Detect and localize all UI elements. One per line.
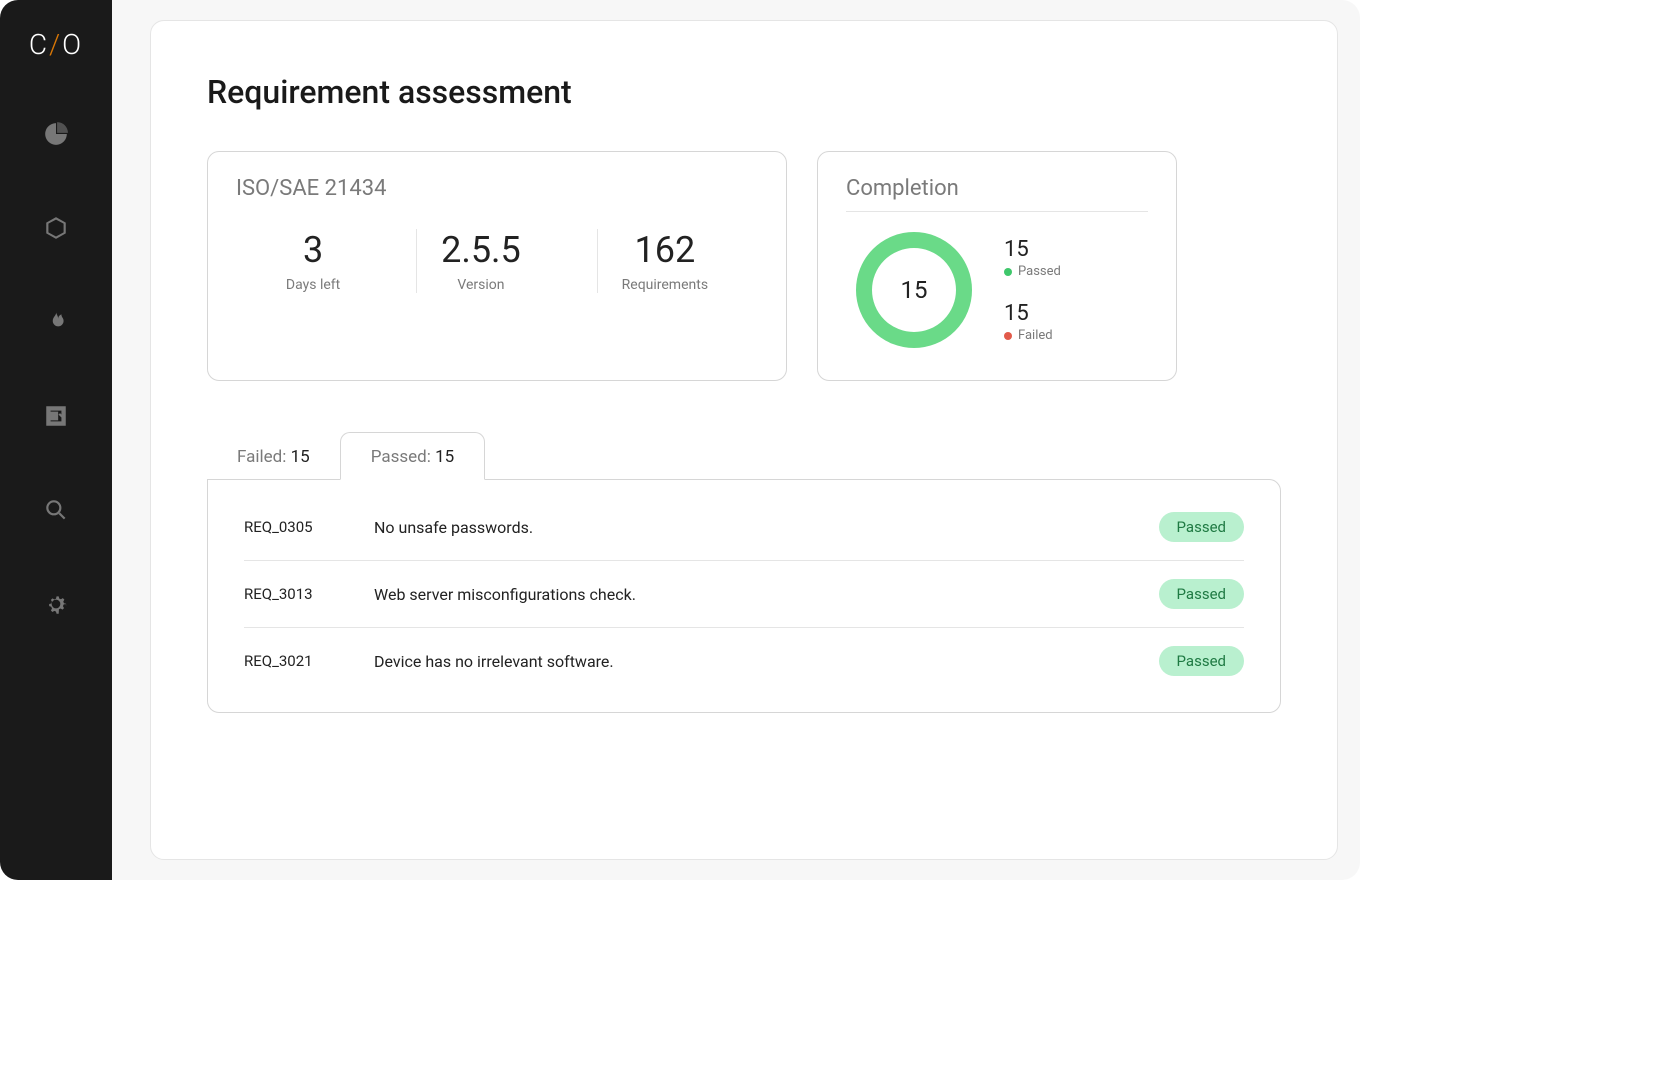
legend-label: Failed [1004, 328, 1061, 343]
legend-label-text: Passed [1018, 264, 1061, 279]
legend-label-text: Failed [1018, 328, 1053, 343]
completion-panel: Completion 15 15 [817, 151, 1177, 381]
tab-count: 15 [291, 447, 310, 467]
iso-stats: 3 Days left 2.5.5 Version 162 Requiremen… [236, 229, 758, 293]
cube-icon[interactable] [43, 215, 69, 241]
legend-passed: 15 Passed [1004, 237, 1061, 279]
stat-label: Version [441, 277, 521, 293]
table-row[interactable]: REQ_3013 Web server misconfigurations ch… [244, 561, 1244, 628]
legend-value: 15 [1004, 301, 1061, 326]
iso-panel: ISO/SAE 21434 3 Days left 2.5.5 Version … [207, 151, 787, 381]
stat-value: 2.5.5 [441, 229, 521, 271]
legend-failed: 15 Failed [1004, 301, 1061, 343]
tab-label: Failed: [237, 447, 286, 467]
logo: C/O [29, 28, 83, 61]
ring-value: 15 [854, 230, 974, 350]
tab-label: Passed: [371, 447, 431, 467]
main: Requirement assessment ISO/SAE 21434 3 D… [112, 0, 1360, 880]
req-desc: Device has no irrelevant software. [374, 652, 1159, 671]
table-row[interactable]: REQ_3021 Device has no irrelevant softwa… [244, 628, 1244, 694]
content-card: Requirement assessment ISO/SAE 21434 3 D… [150, 20, 1338, 860]
stat-value: 162 [622, 229, 708, 271]
stat-days-left: 3 Days left [262, 229, 364, 293]
tab-count: 15 [435, 447, 454, 467]
summary-panels: ISO/SAE 21434 3 Days left 2.5.5 Version … [207, 151, 1281, 381]
requirements-table: REQ_0305 No unsafe passwords. Passed REQ… [207, 479, 1281, 713]
search-icon[interactable] [43, 497, 69, 523]
status-badge: Passed [1159, 579, 1244, 609]
stat-requirements: 162 Requirements [597, 229, 732, 293]
tabs: Failed: 15 Passed: 15 [207, 431, 1281, 479]
tab-failed[interactable]: Failed: 15 [207, 433, 340, 479]
req-desc: No unsafe passwords. [374, 518, 1159, 537]
completion-legend: 15 Passed 15 Failed [1004, 237, 1061, 343]
checklist-icon[interactable] [43, 403, 69, 429]
legend-label: Passed [1004, 264, 1061, 279]
pie-chart-icon[interactable] [43, 121, 69, 147]
tab-passed[interactable]: Passed: 15 [340, 432, 485, 480]
gear-icon[interactable] [43, 591, 69, 617]
legend-value: 15 [1004, 237, 1061, 262]
sidebar: C/O [0, 0, 112, 880]
completion-body: 15 15 Passed 15 [846, 230, 1148, 350]
req-id: REQ_3013 [244, 585, 374, 603]
nav [43, 121, 69, 617]
req-id: REQ_3021 [244, 652, 374, 670]
dot-icon [1004, 332, 1012, 340]
flame-icon[interactable] [43, 309, 69, 335]
req-id: REQ_0305 [244, 518, 374, 536]
completion-panel-title: Completion [846, 176, 1148, 212]
req-desc: Web server misconfigurations check. [374, 585, 1159, 604]
stat-label: Days left [286, 277, 340, 293]
dot-icon [1004, 268, 1012, 276]
table-row[interactable]: REQ_0305 No unsafe passwords. Passed [244, 494, 1244, 561]
app-window: C/O Requirement assessment ISO/SAE 21434… [0, 0, 1360, 880]
status-badge: Passed [1159, 646, 1244, 676]
completion-ring: 15 [854, 230, 974, 350]
stat-label: Requirements [622, 277, 708, 293]
page-title: Requirement assessment [207, 73, 1281, 111]
stat-value: 3 [286, 229, 340, 271]
iso-panel-title: ISO/SAE 21434 [236, 176, 758, 201]
stat-version: 2.5.5 Version [416, 229, 545, 293]
status-badge: Passed [1159, 512, 1244, 542]
